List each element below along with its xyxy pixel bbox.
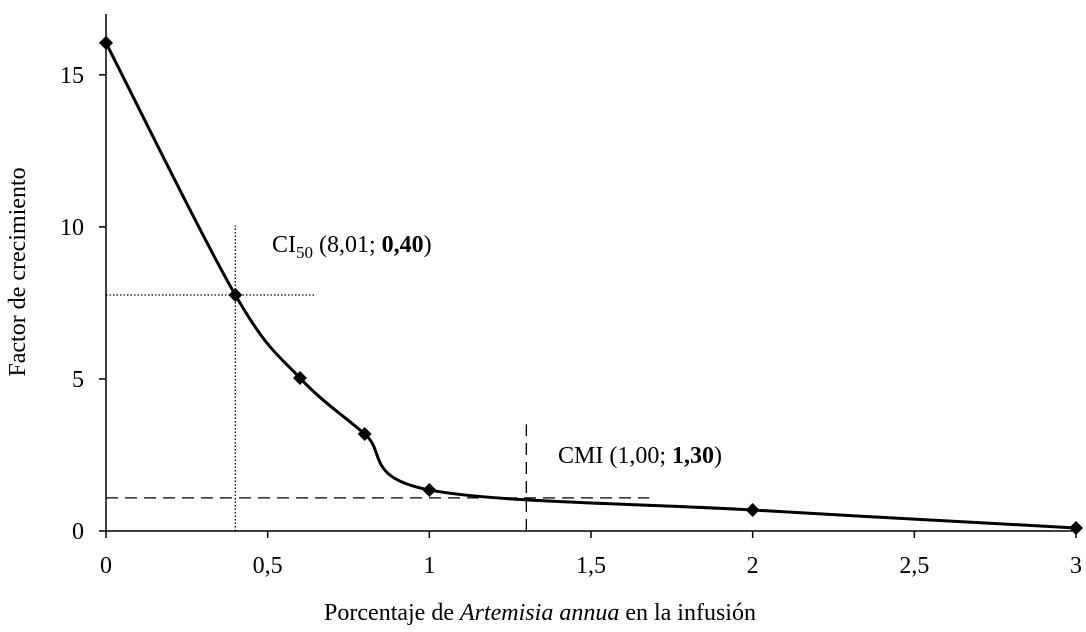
y-tick-label: 0 [72,519,84,545]
x-tick-label: 1,5 [576,553,606,579]
y-tick-label: 5 [72,367,84,393]
marker [99,35,113,50]
x-tick-label: 3 [1070,553,1082,579]
x-tick-label: 2 [747,553,759,579]
x-tick-label: 0 [100,553,112,579]
annotation: CI50 (8,01; 0,40) [272,232,432,262]
x-label-part: en la infusión [619,600,756,626]
x-label-part: Porcentaje de [324,600,460,626]
annotation-part: ) [424,232,432,258]
annotation: CMI (1,00; 1,30) [558,443,722,469]
x-tick-label: 0,5 [253,553,283,579]
annotation-part: CI [272,232,296,258]
annotation-part: ) [714,443,722,469]
x-label-part: Artemisia annua [458,600,619,626]
marker [228,288,243,303]
marker [745,503,760,518]
x-tick-label: 2,5 [899,553,929,579]
x-axis-label: Porcentaje de Artemisia annua en la infu… [324,600,756,626]
annotation-part: (8,01; [313,232,382,258]
x-tick-label: 1 [423,553,435,579]
annotation-part: CMI (1,00; [558,443,672,469]
annotation-part: 0,40 [382,232,424,258]
marker [1069,520,1083,535]
annotation-part: 1,30 [672,443,714,469]
y-tick-label: 10 [60,215,84,241]
marker [357,426,372,441]
y-tick-label: 15 [60,63,84,89]
annotation-part: 50 [296,243,313,262]
marker [422,482,437,497]
line [104,42,1077,530]
marker [293,371,307,386]
y-axis-label: Factor de crecimiento [5,167,31,376]
